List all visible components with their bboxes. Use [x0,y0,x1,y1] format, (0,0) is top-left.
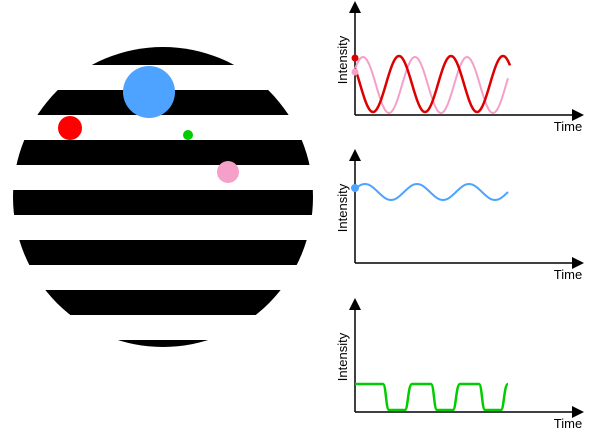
y-axis-label: Intensity [335,35,350,84]
pink-dot [217,161,239,183]
x-axis-label: Time [554,416,582,431]
blue-dot [123,66,175,118]
stripe [0,40,340,65]
y-axis-label: Intensity [335,183,350,232]
red-dot [58,116,82,140]
stripe [0,140,340,165]
blue-marker [351,184,359,192]
red-marker [352,55,359,62]
y-axis-label: Intensity [335,332,350,381]
x-axis-label: Time [554,267,582,282]
stripe [0,240,340,265]
stripe [0,340,340,365]
green-wave [355,384,508,410]
green-dot [183,130,193,140]
x-axis-label: Time [554,119,582,134]
stripe [0,190,340,215]
stripe [0,290,340,315]
plots: Intensity Time Intensity Time Intensity Time [335,7,582,431]
diagram: Intensity Time Intensity Time Intensity Time [0,0,597,432]
pink-marker [352,69,359,76]
blue-wave [355,184,508,200]
